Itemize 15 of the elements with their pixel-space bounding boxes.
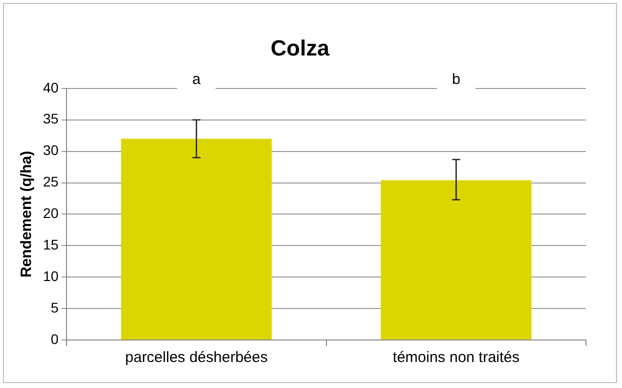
y-tick-label: 15 <box>42 236 59 253</box>
text: b <box>452 71 460 88</box>
x-tick-label: parcelles désherbées <box>125 349 268 366</box>
y-tick-label: 5 <box>50 299 59 316</box>
chart-title: Colza <box>270 35 330 60</box>
x-tick-label: témoins non traités <box>392 349 520 366</box>
y-tick-label: 10 <box>42 268 59 284</box>
y-tick-label: 20 <box>42 205 59 222</box>
y-tick-label: 0 <box>50 330 59 347</box>
y-tick-label: 40 <box>42 79 59 96</box>
text: a <box>192 71 202 88</box>
y-tick-label: 35 <box>42 110 59 127</box>
y-tick-label: 25 <box>42 174 59 190</box>
y-axis-title: Rendement (q/ha) <box>18 150 36 278</box>
y-tick-label: 30 <box>42 142 59 158</box>
